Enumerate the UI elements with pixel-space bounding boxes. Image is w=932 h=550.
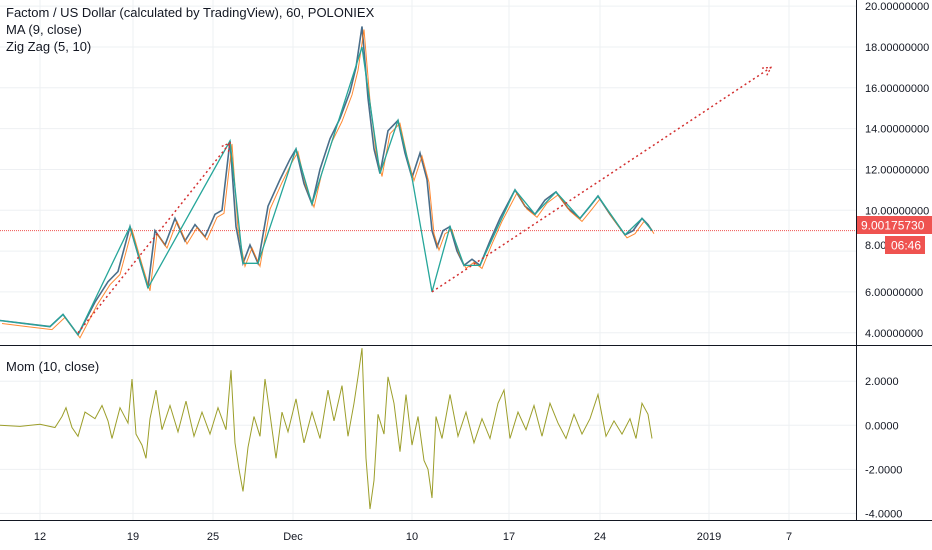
x-tick-label: 12	[34, 531, 46, 543]
x-tick-label: 7	[786, 531, 792, 543]
chart-legend: Factom / US Dollar (calculated by Tradin…	[6, 4, 374, 55]
y-tick-label: 10.00000000	[865, 205, 929, 217]
mom-label[interactable]: Mom (10, close)	[6, 359, 100, 374]
ma-legend[interactable]: MA (9, close)	[6, 22, 82, 37]
momentum-series	[0, 348, 653, 510]
x-tick-label: 19	[127, 531, 139, 543]
price-axis[interactable]: 4.00000000 6.00000000 10.00000000 12.000000…	[865, 1, 929, 340]
y-tick-label: 18.00000000	[865, 42, 929, 54]
projection-line-1	[77, 142, 231, 334]
y-tick-label: -2.0000	[865, 464, 902, 476]
x-tick-label: 24	[594, 531, 606, 543]
zigzag-series	[0, 46, 653, 337]
x-tick-label: 2019	[697, 531, 721, 543]
projection-line-2	[431, 66, 772, 293]
projection-arrowhead-2	[761, 66, 773, 76]
x-tick-label: Dec	[283, 531, 303, 543]
y-tick-label: 6.00000000	[865, 287, 923, 299]
x-tick-label: 10	[406, 531, 418, 543]
y-tick-label: 2.0000	[865, 376, 899, 388]
projection-arrowhead-1	[221, 141, 231, 152]
x-tick-label: 17	[503, 531, 515, 543]
price-candles-series	[0, 26, 653, 337]
current-price-tag: 9.00175730 8.000 06:46	[857, 216, 932, 254]
y-tick-label: 16.00000000	[865, 83, 929, 95]
momentum-axis[interactable]: 2.0000 0.0000 -2.0000 -4.0000	[865, 376, 902, 520]
time-axis[interactable]: 12 19 25 Dec 10 17 24 2019 7	[34, 531, 792, 543]
y-tick-label: 0.0000	[865, 420, 899, 432]
y-tick-label: 4.00000000	[865, 328, 923, 340]
x-tick-label: 25	[207, 531, 219, 543]
grid	[0, 0, 856, 520]
current-price-value: 9.00175730	[861, 219, 925, 233]
bar-countdown: 06:46	[891, 239, 921, 253]
price-pane[interactable]	[0, 26, 856, 339]
chart-title[interactable]: Factom / US Dollar (calculated by Tradin…	[6, 5, 375, 20]
momentum-legend: Mom (10, close)	[6, 358, 99, 375]
y-tick-label: 14.00000000	[865, 124, 929, 136]
y-tick-label: 12.00000000	[865, 164, 929, 176]
y-tick-label: 20.00000000	[865, 1, 929, 13]
zigzag-legend[interactable]: Zig Zag (5, 10)	[6, 39, 92, 54]
y-tick-label: -4.0000	[865, 508, 902, 520]
momentum-pane[interactable]	[0, 348, 653, 510]
